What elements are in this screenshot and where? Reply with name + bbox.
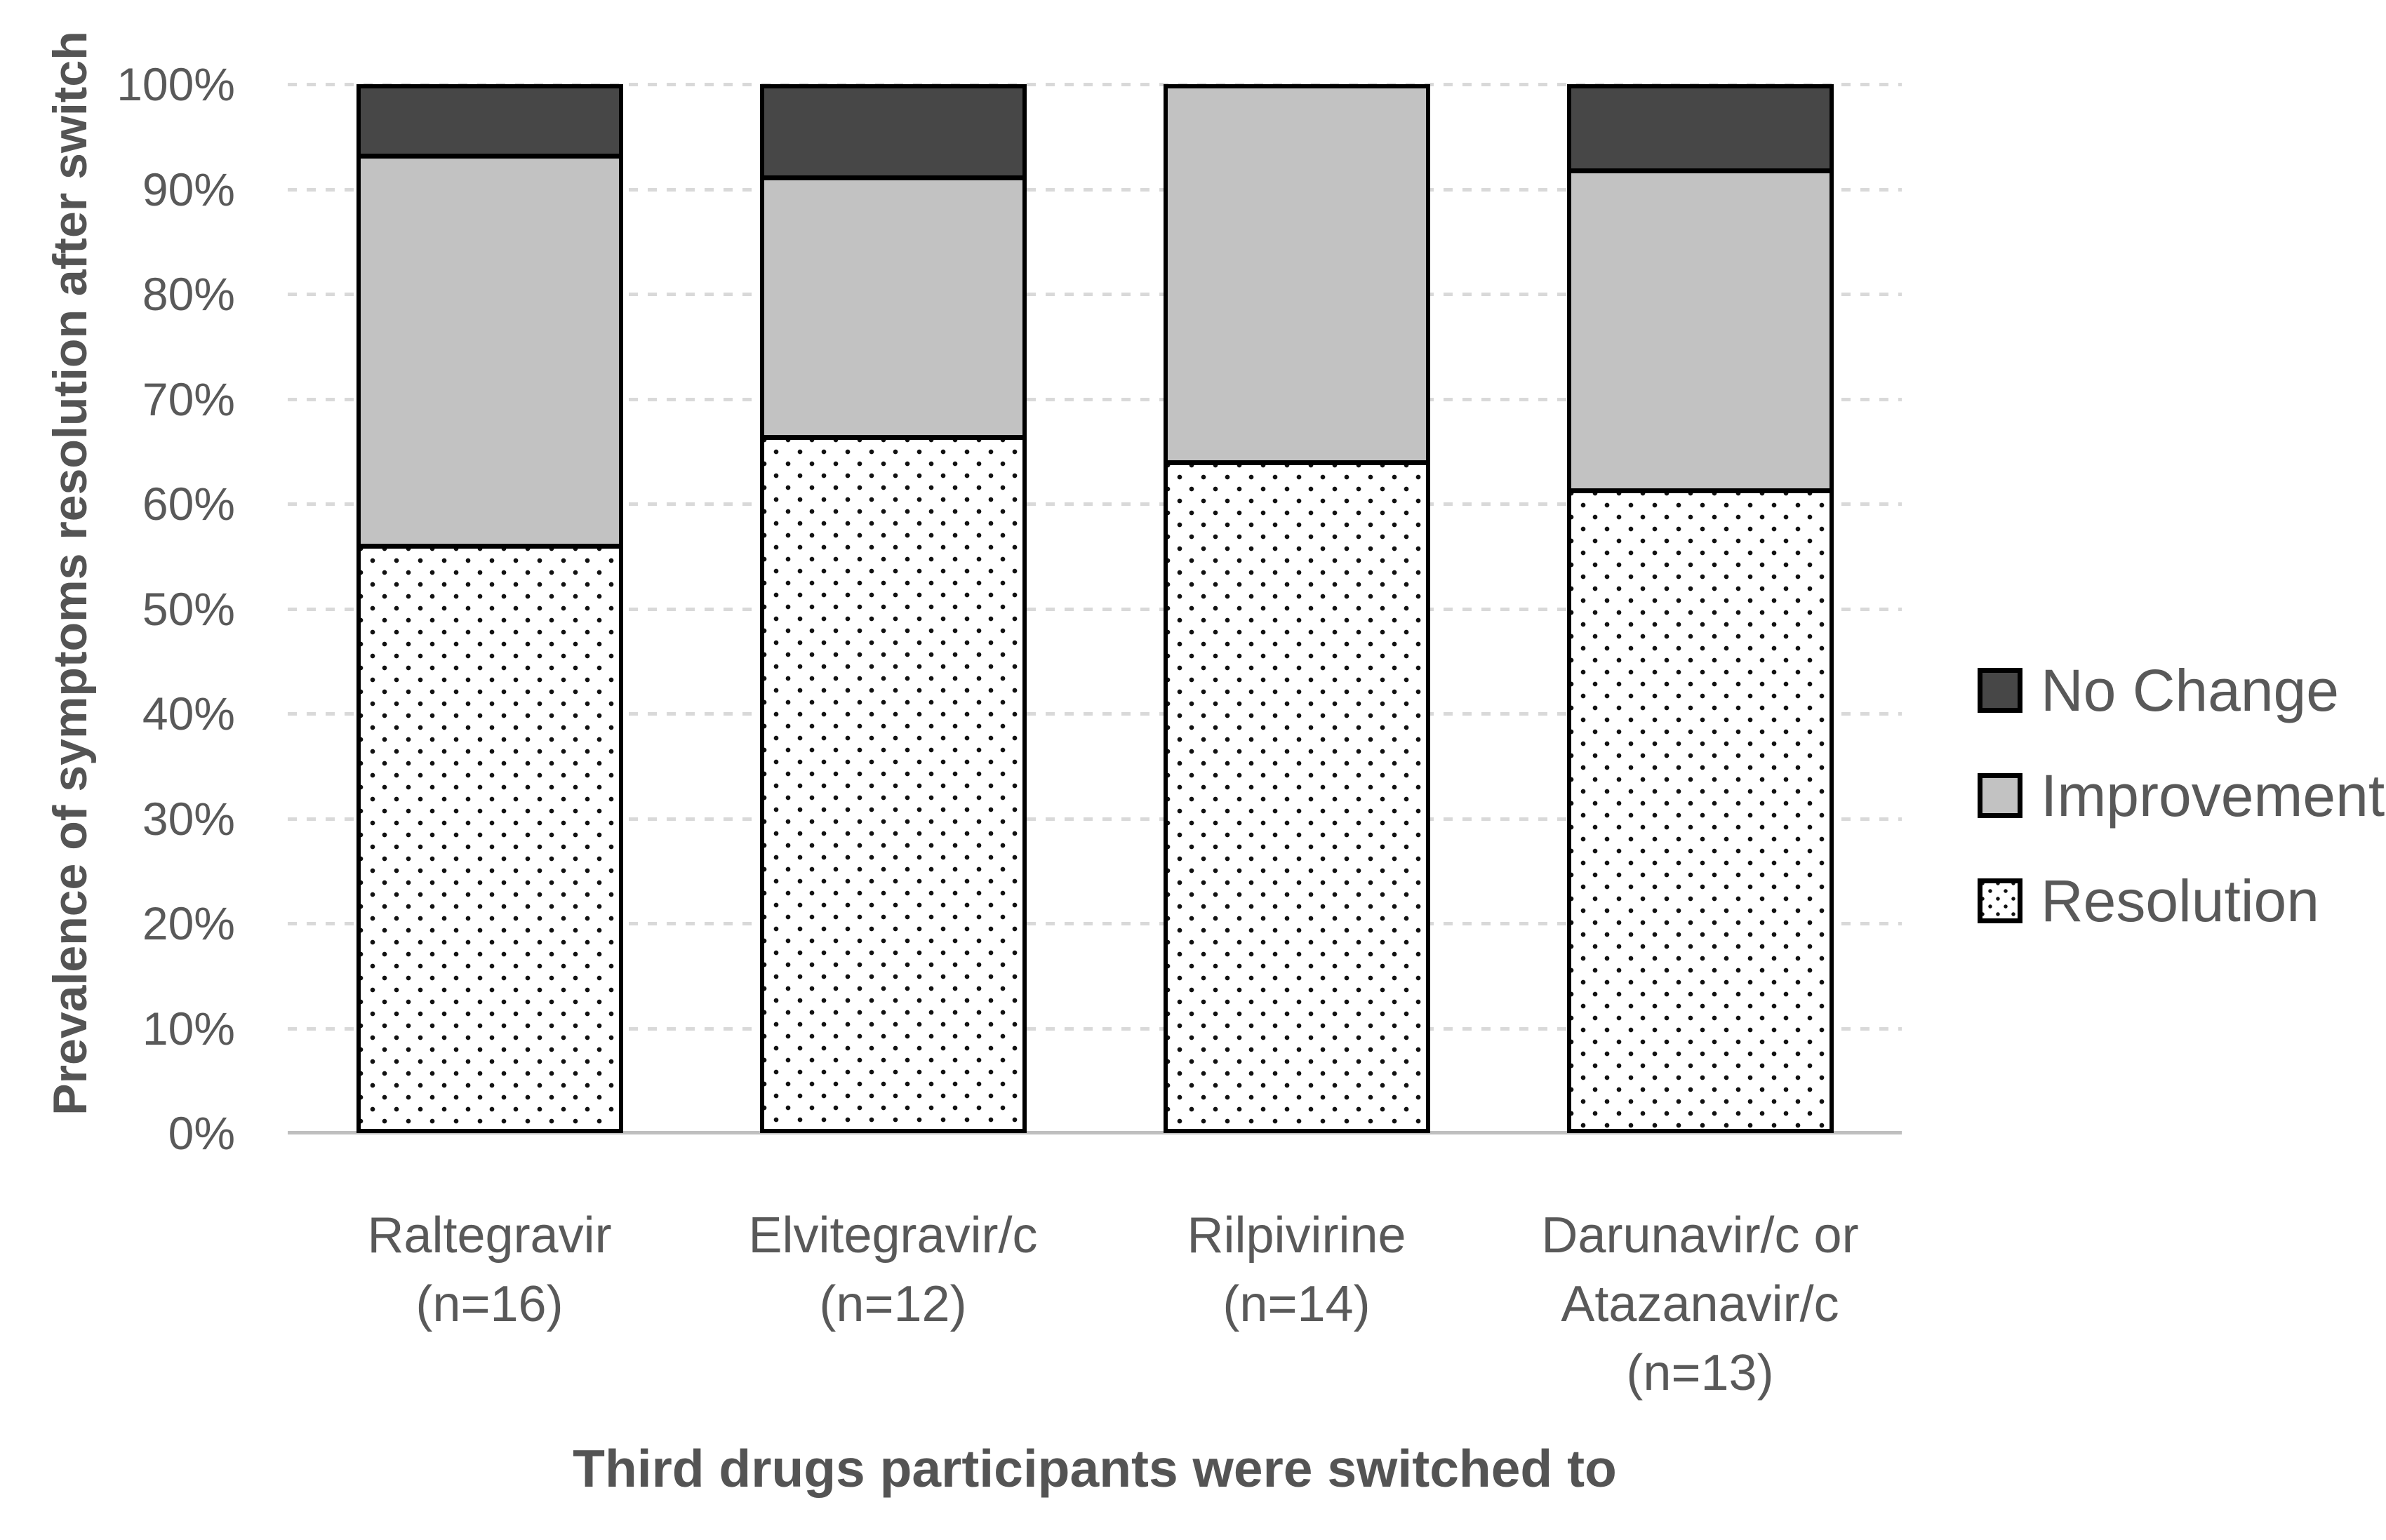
gridline-50 [288, 607, 1902, 611]
gridline-30 [288, 817, 1902, 821]
y-tick-label-10: 10% [142, 1002, 235, 1054]
x-category-label-raltegravir: Raltegravir (n=16) [367, 1207, 612, 1332]
x-category-label-rilpivirine: Rilpivirine (n=14) [1187, 1207, 1406, 1332]
bar-elvitegravir-c [759, 84, 1027, 1133]
plot-area [288, 83, 1902, 1134]
segment-resolution [360, 543, 619, 1129]
y-tick-label-50: 50% [142, 582, 235, 635]
legend-item-resolution: Resolution [1978, 864, 2385, 937]
bar-raltegravir [356, 84, 623, 1133]
segment-improvement [1167, 88, 1426, 460]
gridline-20 [288, 922, 1902, 925]
gridline-90 [288, 187, 1902, 192]
legend-label-improvement: Improvement [2041, 762, 2385, 829]
segment-no-change [1571, 88, 1830, 169]
gridline-10 [288, 1026, 1902, 1031]
legend-label-no-change: No Change [2041, 657, 2339, 723]
y-tick-label-90: 90% [142, 163, 235, 215]
x-axis-line [288, 1131, 1902, 1134]
y-tick-label-20: 20% [142, 897, 235, 949]
x-category-label-darunavir-c-or: Darunavir/c or Atazanavir/c (n=13) [1541, 1207, 1859, 1401]
legend-item-no-change: No Change [1978, 654, 2385, 727]
y-tick-label-0: 0% [168, 1107, 235, 1159]
segment-improvement [1571, 168, 1830, 489]
segment-no-change [360, 88, 619, 154]
gridline-60 [288, 502, 1902, 506]
y-tick-label-100: 100% [116, 58, 235, 110]
y-tick-label-70: 70% [142, 373, 235, 425]
bar-rilpivirine [1163, 84, 1430, 1133]
legend-swatch-resolution [1978, 878, 2022, 923]
segment-improvement [764, 175, 1022, 436]
segment-resolution [1167, 460, 1426, 1129]
bar-darunavir-c-or [1566, 84, 1834, 1133]
legend-swatch-improvement [1978, 773, 2022, 818]
gridline-70 [288, 397, 1902, 401]
segment-resolution [1571, 488, 1830, 1129]
y-tick-label-60: 60% [142, 478, 235, 530]
x-axis-title: Third drugs participants were switched t… [573, 1439, 1617, 1498]
y-tick-label-30: 30% [142, 792, 235, 845]
segment-improvement [360, 153, 619, 544]
legend-label-resolution: Resolution [2041, 867, 2319, 934]
gridline-100 [288, 83, 1902, 86]
y-tick-label-40: 40% [142, 688, 235, 739]
x-category-label-elvitegravir-c: Elvitegravir/c (n=12) [748, 1207, 1038, 1332]
segment-resolution [764, 435, 1022, 1129]
gridline-80 [288, 293, 1902, 296]
legend-swatch-no-change [1978, 668, 2022, 713]
legend: No Change Improvement Resolution [1978, 654, 2385, 937]
legend-item-improvement: Improvement [1978, 759, 2385, 832]
gridline-40 [288, 712, 1902, 716]
segment-no-change [764, 88, 1022, 175]
y-tick-label-80: 80% [142, 268, 235, 320]
